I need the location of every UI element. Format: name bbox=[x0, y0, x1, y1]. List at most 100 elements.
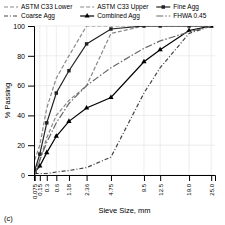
series-line bbox=[35, 26, 211, 175]
legend-label: ASTM C33 Lower bbox=[21, 3, 73, 10]
x-tick: 12.5 bbox=[158, 175, 164, 196]
x-tick-mark bbox=[189, 175, 190, 181]
marker bbox=[84, 105, 89, 110]
marker bbox=[55, 91, 58, 94]
x-axis-line bbox=[35, 176, 216, 182]
marker bbox=[186, 27, 191, 32]
panel-label: (c) bbox=[4, 214, 13, 223]
legend-item: ASTM C33 Lower bbox=[4, 3, 73, 10]
x-tick-mark bbox=[47, 175, 48, 181]
x-axis: 0.0750.150.30.61.182.364.759.512.519.025… bbox=[32, 175, 215, 199]
marker bbox=[108, 94, 113, 99]
x-tick-label: 4.75 bbox=[108, 183, 114, 195]
y-axis-line bbox=[28, 27, 35, 176]
y-tick-mark bbox=[28, 86, 34, 87]
legend-swatch bbox=[156, 15, 170, 16]
x-axis-title: Sieve Size, mm bbox=[98, 206, 150, 215]
legend-item: Coarse Agg bbox=[4, 12, 55, 20]
x-tick-label: 9.5 bbox=[141, 183, 147, 192]
chart: 0.0750.150.30.61.182.364.759.512.519.025… bbox=[0, 0, 225, 225]
marker bbox=[38, 152, 41, 155]
y-tick-label: 20 bbox=[17, 142, 25, 149]
y-tick-label: 100 bbox=[13, 23, 25, 30]
legend: ASTM C33 Lower ASTM C33 Upper Fine Agg Coar… bbox=[4, 3, 207, 20]
x-tick-label: 0.3 bbox=[44, 183, 50, 192]
x-tick-label: 1.18 bbox=[66, 183, 72, 195]
y-tick-mark bbox=[28, 115, 34, 116]
legend-label: Combined Agg bbox=[97, 12, 140, 20]
y-axis: 0 20 40 60 80 100 bbox=[13, 23, 34, 179]
legend-label: ASTM C33 Upper bbox=[97, 3, 149, 11]
x-tick: 19.0 bbox=[186, 175, 192, 196]
legend-label: Fine Agg bbox=[173, 3, 199, 11]
marker bbox=[141, 59, 146, 64]
x-tick-label: 12.5 bbox=[158, 183, 164, 195]
marker bbox=[85, 42, 88, 45]
x-tick: 0.15 bbox=[37, 175, 43, 196]
x-tick: 2.36 bbox=[84, 175, 90, 196]
x-tick-mark bbox=[144, 175, 145, 181]
legend-label: FHWA 0.45 bbox=[173, 12, 206, 19]
x-tick-mark bbox=[56, 175, 57, 181]
x-tick-label: 25.0 bbox=[209, 183, 215, 195]
y-tick: 40 bbox=[17, 112, 34, 119]
grid-line bbox=[34, 55, 215, 56]
y-tick: 80 bbox=[17, 53, 34, 60]
x-tick: 9.5 bbox=[141, 175, 147, 192]
legend-swatch bbox=[4, 6, 18, 7]
x-tick-label: 19.0 bbox=[186, 183, 192, 195]
legend-label: Coarse Agg bbox=[21, 12, 55, 20]
y-tick-mark bbox=[28, 145, 34, 146]
marker bbox=[158, 26, 161, 28]
series-line bbox=[35, 26, 211, 171]
y-tick: 20 bbox=[17, 142, 34, 149]
legend-item: Combined Agg bbox=[80, 12, 140, 20]
marker bbox=[54, 133, 59, 138]
legend-marker bbox=[84, 13, 89, 18]
y-tick: 0 bbox=[21, 172, 34, 179]
y-axis-title: % Passing bbox=[3, 83, 12, 118]
x-tick-label: 0.6 bbox=[54, 183, 60, 192]
y-tick-mark bbox=[28, 56, 34, 57]
legend-item: ASTM C33 Upper bbox=[80, 3, 149, 11]
marker bbox=[142, 26, 145, 28]
x-tick: 1.18 bbox=[66, 175, 72, 196]
series-line bbox=[35, 26, 211, 174]
legend-item: FHWA 0.45 bbox=[156, 12, 206, 19]
grid-line bbox=[189, 26, 190, 175]
x-tick-label: 0.15 bbox=[37, 183, 43, 195]
grid-line bbox=[110, 26, 111, 175]
x-tick-mark bbox=[111, 175, 112, 181]
x-tick-mark bbox=[87, 175, 88, 181]
marker bbox=[45, 121, 48, 124]
series-line bbox=[35, 26, 211, 172]
legend-marker bbox=[162, 5, 165, 8]
y-tick: 100 bbox=[13, 23, 34, 30]
legend-swatch bbox=[80, 6, 94, 7]
marker bbox=[44, 150, 49, 155]
x-tick-label: 2.36 bbox=[84, 183, 90, 195]
series-line bbox=[35, 26, 211, 160]
x-tick-mark bbox=[40, 175, 41, 181]
x-tick: 25.0 bbox=[209, 175, 215, 196]
legend-item: Fine Agg bbox=[156, 3, 199, 11]
x-tick: 0.6 bbox=[54, 175, 60, 192]
y-tick-label: 60 bbox=[17, 82, 25, 89]
marker bbox=[158, 47, 163, 52]
grid bbox=[34, 26, 215, 175]
series-line bbox=[35, 26, 211, 172]
y-tick-label: 80 bbox=[17, 53, 25, 60]
y-tick: 60 bbox=[17, 82, 34, 89]
x-tick: 4.75 bbox=[108, 175, 114, 196]
legend-swatch bbox=[4, 15, 18, 16]
y-tick-mark bbox=[28, 175, 34, 176]
y-tick-label: 0 bbox=[21, 172, 25, 179]
marker bbox=[109, 27, 112, 30]
x-tick: 0.3 bbox=[44, 175, 50, 192]
plot-area bbox=[34, 26, 214, 175]
grid-line bbox=[56, 26, 57, 175]
x-tick-mark bbox=[160, 175, 161, 181]
grid-line bbox=[86, 26, 87, 175]
x-tick-mark bbox=[211, 175, 212, 181]
grid-line bbox=[34, 145, 215, 146]
